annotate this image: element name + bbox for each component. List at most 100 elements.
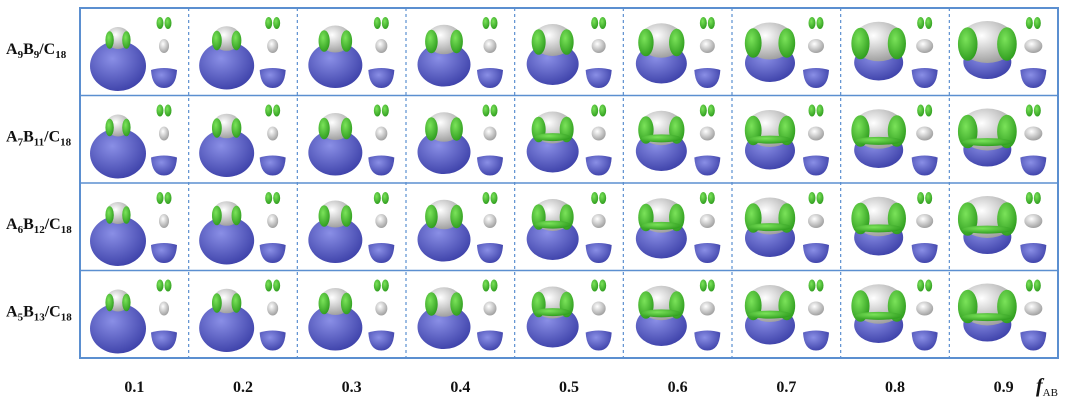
green-patch xyxy=(212,206,222,226)
green-patch xyxy=(778,28,795,58)
small-blue xyxy=(151,68,177,88)
small-gray xyxy=(916,39,933,53)
column-label: 0.1 xyxy=(124,379,144,396)
green-patch xyxy=(341,118,352,140)
rendering xyxy=(851,280,937,351)
green-band xyxy=(855,312,902,320)
small-blue xyxy=(586,331,612,351)
small-blue xyxy=(368,156,394,176)
small-green xyxy=(483,105,490,117)
small-green xyxy=(382,192,389,204)
small-gray xyxy=(159,214,169,228)
cells xyxy=(80,8,1058,358)
small-green xyxy=(599,280,606,292)
small-green xyxy=(708,105,715,117)
small-gray xyxy=(375,39,387,53)
small-green xyxy=(382,17,389,29)
column-label: 0.9 xyxy=(994,379,1014,396)
small-gray xyxy=(916,214,933,228)
rendering xyxy=(636,192,721,263)
small-gray xyxy=(375,127,387,141)
subscript: 13 xyxy=(34,311,46,323)
green-patch xyxy=(532,29,546,55)
small-green xyxy=(817,17,824,29)
row-label: A9B9/C18 xyxy=(6,41,67,61)
subscript: 12 xyxy=(34,224,46,236)
small-gray xyxy=(267,302,278,316)
small-blue xyxy=(912,68,938,88)
small-green xyxy=(157,17,164,29)
small-green xyxy=(1026,192,1033,204)
rendering xyxy=(958,192,1046,263)
green-patch xyxy=(450,292,463,316)
green-patch xyxy=(450,117,463,141)
rendering xyxy=(851,105,937,176)
small-green xyxy=(708,280,715,292)
small-gray xyxy=(808,302,824,316)
column-label: 0.7 xyxy=(776,379,796,396)
row-label: A6B12/C18 xyxy=(6,216,72,236)
small-green xyxy=(917,280,924,292)
small-green xyxy=(809,192,816,204)
rendering xyxy=(308,280,394,351)
green-patch xyxy=(425,117,438,141)
green-band xyxy=(748,223,791,231)
small-gray xyxy=(592,127,606,141)
green-band xyxy=(535,308,571,316)
small-green xyxy=(591,105,598,117)
figure: A9B9/C18A7B11/C18A6B12/C18A5B13/C180.10.… xyxy=(0,0,1069,402)
rendering xyxy=(527,17,612,88)
green-band xyxy=(962,313,1012,321)
small-green xyxy=(483,17,490,29)
small-gray xyxy=(592,302,606,316)
small-blue xyxy=(694,68,720,88)
small-green xyxy=(374,280,381,292)
label-part: /C xyxy=(38,41,55,58)
green-patch xyxy=(851,28,869,60)
green-patch xyxy=(341,30,352,52)
small-green xyxy=(599,105,606,117)
green-patch xyxy=(105,294,113,312)
small-blue xyxy=(586,156,612,176)
small-green xyxy=(700,280,707,292)
small-blue xyxy=(803,331,829,351)
small-blue xyxy=(151,156,177,176)
small-green xyxy=(374,105,381,117)
small-gray xyxy=(375,302,387,316)
green-patch xyxy=(745,28,762,58)
label-part: A xyxy=(6,216,18,233)
rendering xyxy=(90,105,177,179)
small-gray xyxy=(267,127,278,141)
small-green xyxy=(265,192,272,204)
small-green xyxy=(265,280,272,292)
small-green xyxy=(700,192,707,204)
small-gray xyxy=(916,302,933,316)
green-patch xyxy=(319,30,330,52)
small-gray xyxy=(1024,127,1042,141)
green-patch xyxy=(997,27,1017,61)
rendering xyxy=(418,192,504,263)
green-patch xyxy=(341,205,352,227)
green-band xyxy=(748,311,791,319)
small-gray xyxy=(592,214,606,228)
small-green xyxy=(1026,105,1033,117)
column-label: 0.5 xyxy=(559,379,579,396)
small-green xyxy=(917,105,924,117)
rendering xyxy=(851,17,937,88)
small-green xyxy=(157,280,164,292)
green-patch xyxy=(212,31,222,51)
small-gray xyxy=(484,214,497,228)
green-patch xyxy=(105,31,113,49)
small-green xyxy=(917,192,924,204)
small-green xyxy=(1034,17,1041,29)
axis-label: fAB xyxy=(1036,375,1058,399)
small-blue xyxy=(694,243,720,263)
small-blue xyxy=(151,331,177,351)
rendering xyxy=(527,280,612,351)
small-green xyxy=(925,192,932,204)
small-blue xyxy=(260,68,286,88)
small-blue xyxy=(260,243,286,263)
small-green xyxy=(491,105,498,117)
small-gray xyxy=(700,39,715,53)
small-green xyxy=(591,280,598,292)
